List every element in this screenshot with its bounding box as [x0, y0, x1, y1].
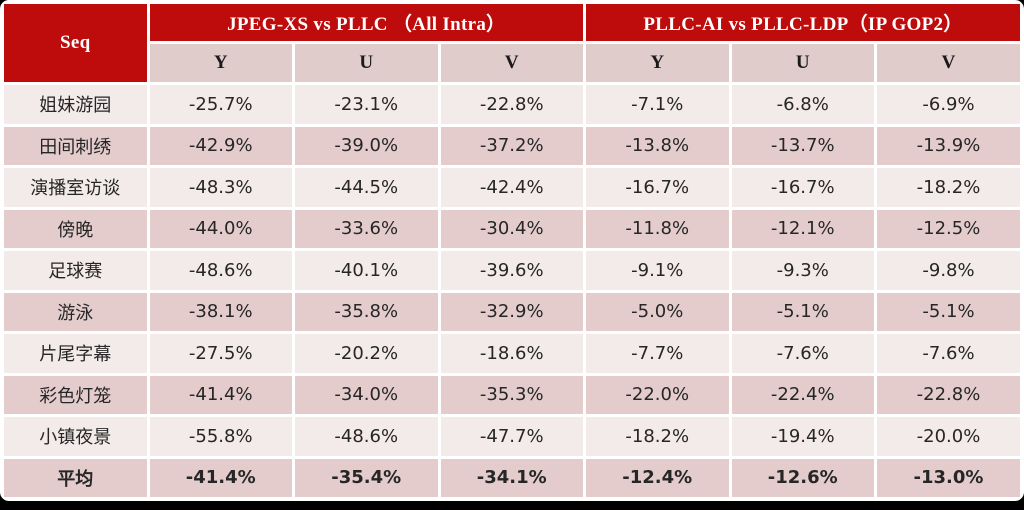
value-cell: -13.9%: [877, 126, 1020, 165]
value-cell: -7.7%: [586, 334, 729, 373]
table-row: 游泳 -38.1% -35.8% -32.9% -5.0% -5.1% -5.1%: [4, 292, 1020, 331]
seq-cell: 彩色灯笼: [4, 375, 147, 414]
table-row: 小镇夜景 -55.8% -48.6% -47.7% -18.2% -19.4% -20.0%: [4, 417, 1020, 456]
value-cell: -38.1%: [149, 292, 292, 331]
seq-cell: 姐妹游园: [4, 85, 147, 124]
value-cell: -48.3%: [149, 168, 292, 207]
value-cell: -13.7%: [731, 126, 874, 165]
value-cell: -9.1%: [586, 251, 729, 290]
subheader-g2-y: Y: [586, 44, 729, 82]
value-cell: -5.1%: [877, 292, 1020, 331]
value-cell: -20.2%: [295, 334, 438, 373]
value-cell: -12.1%: [731, 209, 874, 248]
value-cell: -18.2%: [586, 417, 729, 456]
value-cell: -25.7%: [149, 85, 292, 124]
table-row: 田间刺绣 -42.9% -39.0% -37.2% -13.8% -13.7% -13.9%: [4, 126, 1020, 165]
value-cell: -39.6%: [440, 251, 583, 290]
subheader-g2-u: U: [731, 44, 874, 82]
value-cell: -41.4%: [149, 458, 292, 497]
table-row: 平均 -41.4% -35.4% -34.1% -12.4% -12.6% -13.0%: [4, 458, 1020, 497]
value-cell: -7.6%: [731, 334, 874, 373]
value-cell: -18.2%: [877, 168, 1020, 207]
seq-cell: 足球赛: [4, 251, 147, 290]
value-cell: -20.0%: [877, 417, 1020, 456]
value-cell: -11.8%: [586, 209, 729, 248]
value-cell: -44.0%: [149, 209, 292, 248]
subheader-g2-v: V: [877, 44, 1020, 82]
value-cell: -32.9%: [440, 292, 583, 331]
value-cell: -37.2%: [440, 126, 583, 165]
value-cell: -13.0%: [877, 458, 1020, 497]
value-cell: -48.6%: [149, 251, 292, 290]
table-row: 演播室访谈 -48.3% -44.5% -42.4% -16.7% -16.7% -18.2…: [4, 168, 1020, 207]
value-cell: -12.6%: [731, 458, 874, 497]
group-header-pllcai-vs-pllcldp: PLLC-AI vs PLLC-LDP（IP GOP2）: [586, 4, 1020, 41]
seq-cell: 小镇夜景: [4, 417, 147, 456]
value-cell: -35.4%: [295, 458, 438, 497]
value-cell: -23.1%: [295, 85, 438, 124]
seq-column-header: Seq: [4, 4, 147, 82]
value-cell: -34.1%: [440, 458, 583, 497]
value-cell: -55.8%: [149, 417, 292, 456]
bd-rate-comparison-table: Seq JPEG-XS vs PLLC （All Intra） PLLC-AI …: [1, 1, 1023, 500]
value-cell: -34.0%: [295, 375, 438, 414]
value-cell: -22.8%: [440, 85, 583, 124]
table-row: 片尾字幕 -27.5% -20.2% -18.6% -7.7% -7.6% -7.6%: [4, 334, 1020, 373]
table-row: 彩色灯笼 -41.4% -34.0% -35.3% -22.0% -22.4% -22.8%: [4, 375, 1020, 414]
subheader-g1-u: U: [295, 44, 438, 82]
value-cell: -27.5%: [149, 334, 292, 373]
value-cell: -22.4%: [731, 375, 874, 414]
seq-cell: 傍晚: [4, 209, 147, 248]
value-cell: -42.4%: [440, 168, 583, 207]
value-cell: -12.5%: [877, 209, 1020, 248]
value-cell: -12.4%: [586, 458, 729, 497]
value-cell: -30.4%: [440, 209, 583, 248]
value-cell: -35.3%: [440, 375, 583, 414]
value-cell: -6.8%: [731, 85, 874, 124]
value-cell: -39.0%: [295, 126, 438, 165]
value-cell: -18.6%: [440, 334, 583, 373]
table-row: 足球赛 -48.6% -40.1% -39.6% -9.1% -9.3% -9.8%: [4, 251, 1020, 290]
value-cell: -7.6%: [877, 334, 1020, 373]
seq-cell: 平均: [4, 458, 147, 497]
value-cell: -48.6%: [295, 417, 438, 456]
value-cell: -6.9%: [877, 85, 1020, 124]
value-cell: -47.7%: [440, 417, 583, 456]
table-body: 姐妹游园 -25.7% -23.1% -22.8% -7.1% -6.8% -6.9% 田间刺…: [4, 85, 1020, 497]
table-row: 傍晚 -44.0% -33.6% -30.4% -11.8% -12.1% -12.5%: [4, 209, 1020, 248]
value-cell: -40.1%: [295, 251, 438, 290]
value-cell: -5.1%: [731, 292, 874, 331]
value-cell: -35.8%: [295, 292, 438, 331]
value-cell: -13.8%: [586, 126, 729, 165]
value-cell: -16.7%: [731, 168, 874, 207]
value-cell: -19.4%: [731, 417, 874, 456]
seq-cell: 片尾字幕: [4, 334, 147, 373]
seq-cell: 游泳: [4, 292, 147, 331]
value-cell: -22.0%: [586, 375, 729, 414]
value-cell: -22.8%: [877, 375, 1020, 414]
value-cell: -7.1%: [586, 85, 729, 124]
seq-cell: 田间刺绣: [4, 126, 147, 165]
table-row: 姐妹游园 -25.7% -23.1% -22.8% -7.1% -6.8% -6.9%: [4, 85, 1020, 124]
value-cell: -5.0%: [586, 292, 729, 331]
value-cell: -42.9%: [149, 126, 292, 165]
value-cell: -16.7%: [586, 168, 729, 207]
value-cell: -33.6%: [295, 209, 438, 248]
value-cell: -41.4%: [149, 375, 292, 414]
subheader-g1-y: Y: [149, 44, 292, 82]
group-header-jpegxs-vs-pllc: JPEG-XS vs PLLC （All Intra）: [149, 4, 583, 41]
subheader-g1-v: V: [440, 44, 583, 82]
value-cell: -9.8%: [877, 251, 1020, 290]
value-cell: -9.3%: [731, 251, 874, 290]
seq-cell: 演播室访谈: [4, 168, 147, 207]
value-cell: -44.5%: [295, 168, 438, 207]
